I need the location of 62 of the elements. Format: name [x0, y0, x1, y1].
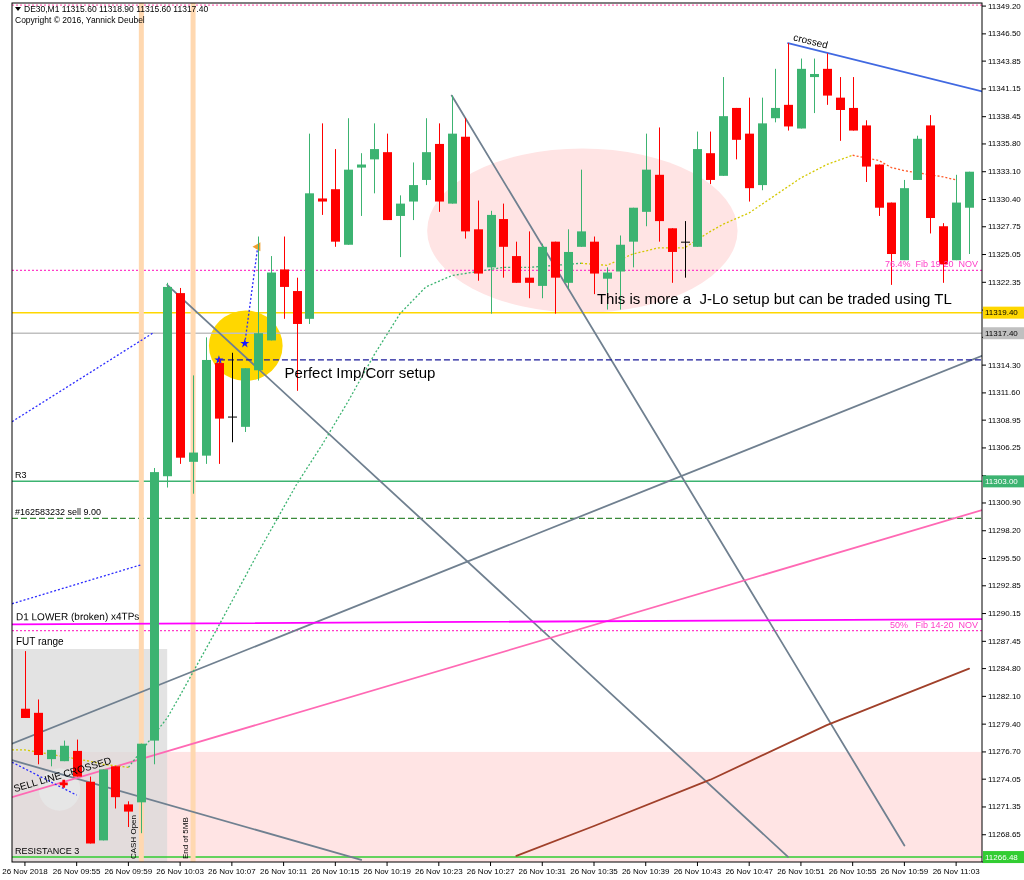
- y-tick-label: 11325.05: [988, 250, 1022, 260]
- x-tick-label: 26 Nov 10:59: [880, 867, 929, 876]
- y-tick-label: 11346.50: [988, 29, 1022, 39]
- y-tick-label: 11322.35: [988, 277, 1022, 287]
- x-tick-label: 26 Nov 10:43: [673, 867, 722, 876]
- y-tick-label: 11306.25: [988, 443, 1022, 453]
- text: crossed: [792, 31, 829, 51]
- series-label: FUT range: [16, 636, 65, 648]
- y-tick-label: 11327.75: [988, 222, 1022, 232]
- y-tick-label: 11290.15: [988, 609, 1022, 619]
- x-tick-label: 26 Nov 10:27: [466, 867, 515, 876]
- y-tick-label: 11292.85: [988, 581, 1022, 591]
- series-label: D1 LOWER (broken) x4TPs: [15, 610, 140, 623]
- y-tick-label: 11295.50: [988, 554, 1022, 564]
- x-tick-label: 26 Nov 10:23: [415, 867, 464, 876]
- x-tick-label: 26 Nov 10:07: [208, 867, 257, 876]
- ref-line-label: #162583232 sell 9.00: [15, 507, 102, 518]
- y-tick-label: 11274.05: [988, 774, 1022, 784]
- y-tick-label: 11282.10: [988, 691, 1022, 701]
- x-tick-label: 26 Nov 10:51: [777, 867, 826, 876]
- x-tick-label: 26 Nov 2018: [2, 867, 49, 876]
- y-tick-label: 11335.80: [988, 139, 1022, 149]
- x-tick-label: 26 Nov 10:03: [156, 867, 205, 876]
- x-tick-label: 26 Nov 10:31: [518, 867, 567, 876]
- y-tick-label: 11298.20: [988, 526, 1022, 536]
- y-tick-label: 11308.95: [988, 415, 1022, 425]
- y-tick-label: 11343.85: [988, 56, 1022, 66]
- ref-line-label: End of 5MB: [181, 817, 191, 859]
- x-tick-label: 26 Nov 10:19: [363, 867, 412, 876]
- x-tick-label: 26 Nov 10:15: [311, 867, 360, 876]
- y-tick-label: 11314.30: [988, 360, 1022, 370]
- y-tick-label: 11279.40: [988, 719, 1022, 729]
- y-tick-label: 11287.45: [988, 636, 1022, 646]
- x-tick-label: 26 Nov 10:47: [725, 867, 774, 876]
- annotation: 11319.40: [985, 308, 1019, 318]
- y-tick-label: 11338.45: [988, 112, 1022, 122]
- x-tick-label: 26 Nov 10:39: [621, 867, 671, 876]
- y-tick-label: 11311.60: [988, 388, 1021, 398]
- x-tick-label: 26 Nov 09:55: [52, 867, 102, 876]
- x-tick-label: 26 Nov 09:59: [104, 867, 153, 876]
- annotation: 11266.48: [985, 852, 1019, 862]
- y-tick-label: 11330.40: [988, 194, 1022, 204]
- text: Copyright © 2016, Yannick Deubel: [15, 15, 145, 25]
- y-tick-label: 11341.15: [988, 84, 1022, 94]
- ref-line-label: RESISTANCE 3: [15, 846, 80, 857]
- annotation: 11317.40: [985, 328, 1019, 338]
- x-tick-label: 26 Nov 10:55: [828, 867, 878, 876]
- ref-line-label: CASH Open: [129, 814, 139, 859]
- y-tick-label: 11284.80: [988, 664, 1022, 674]
- y-tick-label: 11300.90: [988, 498, 1022, 508]
- y-tick-label: 11333.10: [988, 167, 1022, 177]
- annotation: 11303.00: [985, 476, 1019, 486]
- ref-line-label: 50% Fib 14-20 NOV: [889, 619, 978, 630]
- y-tick-label: 11276.70: [988, 747, 1022, 757]
- ref-line-label: R3: [15, 470, 27, 481]
- y-tick-label: 11349.20: [988, 1, 1022, 11]
- x-tick-label: 26 Nov 10:11: [260, 867, 308, 876]
- y-tick-label: 11271.35: [988, 802, 1022, 812]
- x-tick-label: 26 Nov 11:03: [932, 867, 981, 876]
- x-tick-label: 26 Nov 10:35: [570, 867, 619, 876]
- chart-title: DE30,M1 11315.60 11318.90 11315.60 11317.40: [24, 4, 209, 14]
- y-tick-label: 11268.65: [988, 830, 1022, 840]
